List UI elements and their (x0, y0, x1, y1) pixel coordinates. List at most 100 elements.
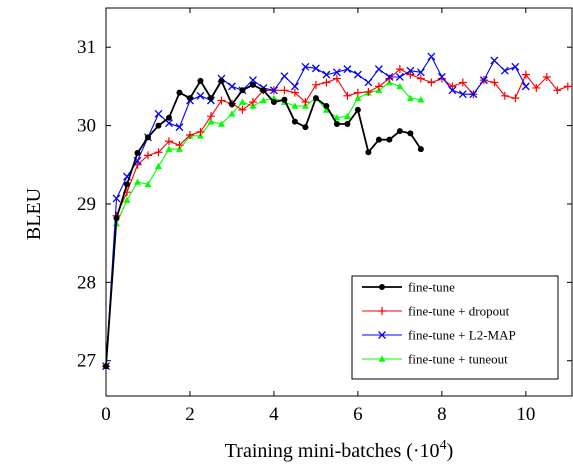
series-fine-tune (103, 77, 424, 370)
data-point (374, 65, 383, 74)
data-point (103, 363, 109, 370)
data-point (196, 127, 205, 136)
data-point (218, 77, 225, 84)
data-point (291, 102, 299, 109)
data-point (322, 70, 331, 79)
data-point (248, 98, 257, 107)
data-point (448, 86, 457, 95)
legend-box (351, 275, 559, 380)
data-point (197, 77, 204, 84)
data-point (143, 151, 152, 160)
data-point (458, 78, 467, 87)
data-point (333, 114, 341, 121)
legend-swatch-marker (378, 331, 386, 339)
data-point (207, 95, 214, 102)
data-point (490, 78, 499, 87)
data-point (407, 130, 414, 137)
data-point (248, 76, 257, 85)
data-point (395, 73, 404, 81)
legend-item: fine-tune + L2-MAP (362, 328, 516, 343)
x-tick-label: 4 (269, 404, 279, 425)
data-point (238, 105, 247, 114)
x-tick-label: 8 (437, 404, 447, 425)
data-point (176, 89, 183, 96)
legend-item: fine-tune (362, 280, 455, 295)
data-point (207, 118, 215, 125)
data-point (165, 145, 173, 152)
data-point (500, 91, 509, 100)
data-point (343, 112, 351, 119)
data-point (175, 141, 184, 150)
data-point (165, 114, 172, 121)
data-point (228, 110, 236, 117)
data-point (353, 88, 362, 97)
data-point (521, 82, 530, 91)
data-point (563, 82, 572, 91)
legend-items: fine-tune fine-tune + dropout fine-tune + … (362, 280, 516, 367)
legend-item: fine-tune + tuneout (362, 352, 508, 367)
data-point (406, 70, 415, 79)
data-point (322, 106, 330, 113)
data-point (164, 137, 173, 146)
data-point (417, 96, 425, 103)
y-tick-label: 31 (77, 37, 96, 58)
data-point (144, 180, 152, 188)
data-point (301, 98, 310, 107)
data-point (343, 91, 352, 100)
data-point (354, 106, 361, 113)
data-point (511, 94, 520, 103)
y-tick-label: 27 (77, 351, 96, 372)
data-point (301, 62, 310, 71)
x-tick-label: 0 (101, 404, 111, 425)
legend-swatch-marker (378, 307, 386, 315)
data-point (175, 123, 184, 132)
y-tick-label: 29 (77, 194, 96, 215)
data-point (364, 78, 373, 87)
data-point (406, 94, 414, 101)
data-point (302, 124, 309, 131)
data-point (280, 86, 289, 95)
data-point (406, 66, 415, 75)
data-point (133, 178, 141, 185)
data-point (396, 128, 403, 135)
data-point (385, 73, 394, 81)
data-point (165, 119, 173, 128)
data-point (437, 73, 446, 81)
data-point (427, 78, 436, 87)
series-layer (102, 52, 572, 371)
data-point (386, 136, 393, 143)
data-point (217, 120, 225, 127)
x-tick-label: 10 (516, 404, 535, 425)
data-point (542, 72, 551, 81)
data-point (134, 150, 141, 157)
data-point (427, 52, 436, 61)
data-point (416, 68, 425, 77)
data-point (312, 95, 319, 102)
data-point (354, 94, 362, 101)
x-axis-label: Training mini-batches (·104) (225, 438, 453, 462)
data-point (228, 101, 235, 108)
data-point (269, 86, 278, 95)
data-point (396, 82, 404, 90)
y-tick-label: 28 (77, 272, 96, 293)
data-point (479, 76, 488, 85)
data-point (323, 102, 330, 109)
data-point (154, 109, 163, 118)
data-point (155, 122, 162, 129)
data-point (333, 121, 340, 128)
data-point (196, 91, 205, 100)
data-point (123, 196, 131, 203)
x-tick-label: 2 (185, 404, 195, 425)
data-point (123, 181, 130, 188)
legend-swatch-marker (378, 355, 386, 362)
data-point (290, 82, 299, 91)
data-point (259, 96, 267, 104)
data-point (385, 74, 394, 83)
data-point (311, 80, 320, 89)
data-point (511, 62, 520, 71)
data-point (291, 118, 298, 125)
legend-label: fine-tune (408, 280, 455, 295)
data-point (416, 74, 425, 83)
data-point (227, 82, 236, 91)
